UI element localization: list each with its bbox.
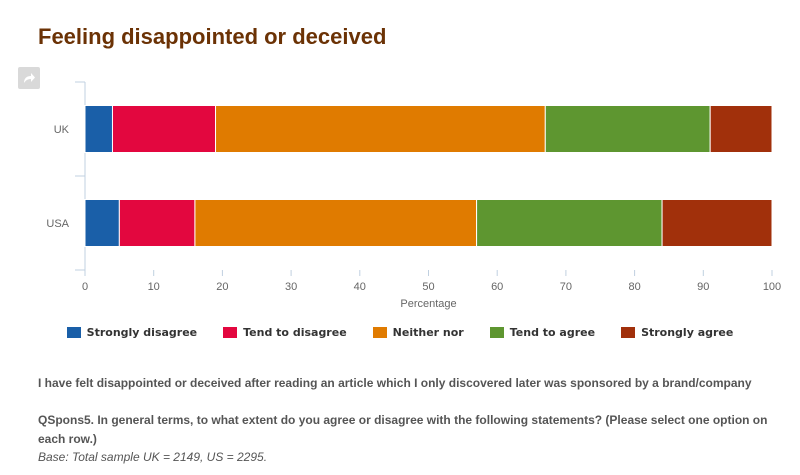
chart-title: Feeling disappointed or deceived <box>38 24 387 49</box>
legend-item[interactable]: Tend to agree <box>489 326 596 339</box>
x-tick-label: 0 <box>82 281 88 293</box>
legend-swatch <box>372 327 387 338</box>
legend-item[interactable]: Tend to disagree <box>223 326 347 339</box>
share-arrow-icon <box>24 73 35 83</box>
question-text: QSpons5. In general terms, to what exten… <box>38 413 768 446</box>
legend-label: Neither nor <box>392 326 464 339</box>
legend-swatch <box>223 327 238 338</box>
bar-segment <box>661 199 773 247</box>
share-button[interactable] <box>18 67 40 89</box>
legend-swatch <box>489 327 504 338</box>
x-axis-title: Percentage <box>400 298 456 310</box>
legend-item[interactable]: Neither nor <box>372 326 464 339</box>
legend-label: Tend to agree <box>509 326 596 339</box>
base-note: Base: Total sample UK = 2149, US = 2295. <box>38 450 268 464</box>
x-tick-label: 70 <box>560 281 572 293</box>
legend-item[interactable]: Strongly disagree <box>66 326 198 339</box>
stacked-bar-chart: 0 10 20 30 40 50 60 70 80 90 100 Percentage UK USA <box>46 81 781 310</box>
x-tick-label: 100 <box>763 281 781 293</box>
bar-segment <box>194 199 478 247</box>
bar-segment <box>111 105 217 153</box>
bar-segment <box>118 199 196 247</box>
legend-swatch <box>621 327 636 338</box>
bar-segment <box>215 105 546 153</box>
x-tick-label: 60 <box>491 281 503 293</box>
bar-segment <box>709 105 773 153</box>
bar-segment <box>544 105 711 153</box>
y-category-label: USA <box>46 218 69 230</box>
x-tick-label: 50 <box>422 281 434 293</box>
x-tick-label: 20 <box>216 281 228 293</box>
legend-item[interactable]: Strongly agree <box>621 326 733 339</box>
x-tick-label: 40 <box>354 281 366 293</box>
y-category-label: UK <box>54 124 70 136</box>
bar-segment <box>84 105 113 153</box>
legend-label: Strongly agree <box>641 326 734 339</box>
legend-label: Strongly disagree <box>86 326 198 339</box>
chart-legend: Strongly disagree Tend to disagree Neither… <box>0 326 800 339</box>
x-tick-label: 80 <box>628 281 640 293</box>
legend-label: Tend to disagree <box>243 326 347 339</box>
statement-text: I have felt disappointed or deceived aft… <box>38 376 752 390</box>
legend-swatch <box>66 327 81 338</box>
x-tick-label: 90 <box>697 281 709 293</box>
x-tick-label: 30 <box>285 281 297 293</box>
bar-segment <box>476 199 663 247</box>
x-tick-label: 10 <box>148 281 160 293</box>
bar-segment <box>84 199 120 247</box>
